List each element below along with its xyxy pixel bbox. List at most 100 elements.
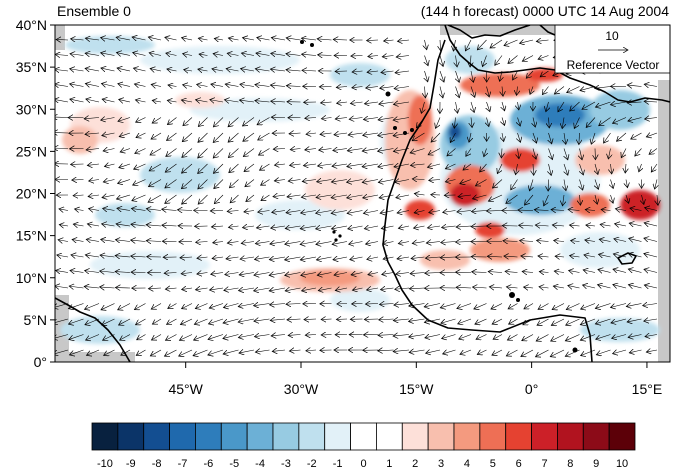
- wind-vector: [456, 55, 458, 67]
- wind-vector: [412, 242, 425, 244]
- wind-vector: [502, 132, 504, 142]
- wind-vector: [102, 224, 115, 226]
- wind-vector: [118, 118, 131, 122]
- wind-vector: [613, 350, 627, 354]
- wind-vector: [610, 102, 627, 105]
- wind-vector: [364, 226, 379, 229]
- missing-data-regions: [55, 25, 670, 362]
- wind-vector: [55, 286, 69, 288]
- wind-vector: [393, 335, 410, 337]
- colorbar-label: 5: [490, 458, 496, 470]
- wind-vector: [258, 211, 270, 213]
- wind-vector: [198, 132, 208, 142]
- wind-vector: [506, 287, 518, 288]
- wind-vector: [305, 118, 317, 119]
- wind-vector: [149, 163, 162, 171]
- wind-vector: [397, 257, 410, 259]
- colorbar-label: 9: [593, 458, 599, 470]
- wind-vector: [536, 40, 549, 41]
- wind-vector: [223, 349, 239, 354]
- wind-vector: [538, 303, 549, 310]
- wind-vector: [269, 304, 286, 305]
- wind-vector: [513, 70, 518, 80]
- wind-vector: [475, 179, 487, 186]
- wind-vector: [195, 100, 208, 102]
- wind-vector: [424, 319, 441, 322]
- wind-vector: [152, 117, 162, 124]
- wind-vector: [440, 70, 444, 82]
- wind-vector: [208, 334, 224, 340]
- wind-vector: [591, 132, 595, 144]
- wind-vector: [68, 303, 84, 309]
- colorbar-label: 1: [386, 458, 392, 470]
- wind-vector: [552, 225, 565, 226]
- wind-vector: [101, 303, 115, 310]
- wind-vector: [241, 53, 255, 55]
- wind-vector: [645, 335, 658, 337]
- wind-vector: [608, 148, 610, 159]
- wind-vector: [223, 334, 239, 339]
- wind-vector: [492, 179, 503, 189]
- wind-vector: [333, 257, 348, 260]
- wind-vector: [398, 226, 410, 228]
- wind-vector: [393, 118, 410, 121]
- wind-vector: [270, 319, 286, 320]
- wind-vector: [643, 304, 658, 306]
- wind-vector: [257, 117, 270, 125]
- wind-vector: [255, 242, 270, 244]
- wind-vector: [55, 99, 69, 102]
- wind-vector: [146, 241, 162, 242]
- wind-vector: [378, 149, 394, 152]
- wind-vector: [412, 179, 425, 180]
- wind-vector: [533, 148, 536, 160]
- lat-tick-label: 10°N: [16, 270, 47, 286]
- wind-vector: [260, 163, 270, 170]
- wind-vector: [491, 303, 503, 310]
- colorbar: -10 -9 -8 -7 -6 -5 -4 -3 -2 -1 0 1 2 3 4 5 6 7 8 9 10: [91, 422, 636, 470]
- wind-vector: [443, 211, 456, 213]
- wind-vector: [241, 69, 255, 71]
- wind-vector: [537, 318, 549, 325]
- wind-vector: [254, 288, 270, 291]
- wind-vector: [381, 71, 394, 73]
- wind-vector: [333, 149, 348, 151]
- lat-tick-label: 5°N: [24, 312, 48, 328]
- wind-vector: [115, 272, 131, 273]
- wind-vector: [285, 288, 301, 291]
- wind-vector: [352, 87, 363, 88]
- wind-vector: [227, 211, 239, 212]
- wind-vector: [120, 334, 131, 341]
- wind-vector: [116, 37, 131, 40]
- wind-vector: [85, 133, 100, 134]
- colorbar-label: -3: [281, 458, 291, 470]
- wind-vector: [516, 163, 518, 175]
- wind-vector: [270, 242, 286, 244]
- wind-vector: [409, 304, 425, 306]
- wind-vector: [183, 117, 193, 126]
- wind-vector: [553, 286, 565, 288]
- wind-vector: [580, 334, 596, 341]
- wind-vector: [84, 118, 100, 119]
- wind-vector: [580, 179, 583, 191]
- wind-vector: [303, 164, 317, 166]
- wind-vector: [554, 86, 565, 95]
- wind-vector: [367, 71, 379, 72]
- wind-vector: [243, 148, 255, 157]
- wind-vector: [347, 211, 363, 214]
- wind-vector: [118, 180, 131, 184]
- wind-vector: [524, 194, 534, 205]
- lon-tick-label: 0°: [525, 381, 538, 397]
- wind-vector: [151, 303, 162, 310]
- wind-vector: [441, 318, 456, 323]
- colorbar-label: 10: [616, 458, 628, 470]
- wind-vector: [133, 53, 146, 56]
- wind-vector: [165, 163, 177, 172]
- wind-vector: [522, 55, 534, 62]
- wind-vector: [502, 101, 505, 111]
- wind-vector: [165, 37, 177, 40]
- wind-vector: [302, 70, 317, 71]
- wind-vector: [57, 255, 69, 257]
- wind-vector: [564, 132, 566, 144]
- wind-vector: [456, 242, 472, 243]
- wind-vector: [426, 350, 441, 353]
